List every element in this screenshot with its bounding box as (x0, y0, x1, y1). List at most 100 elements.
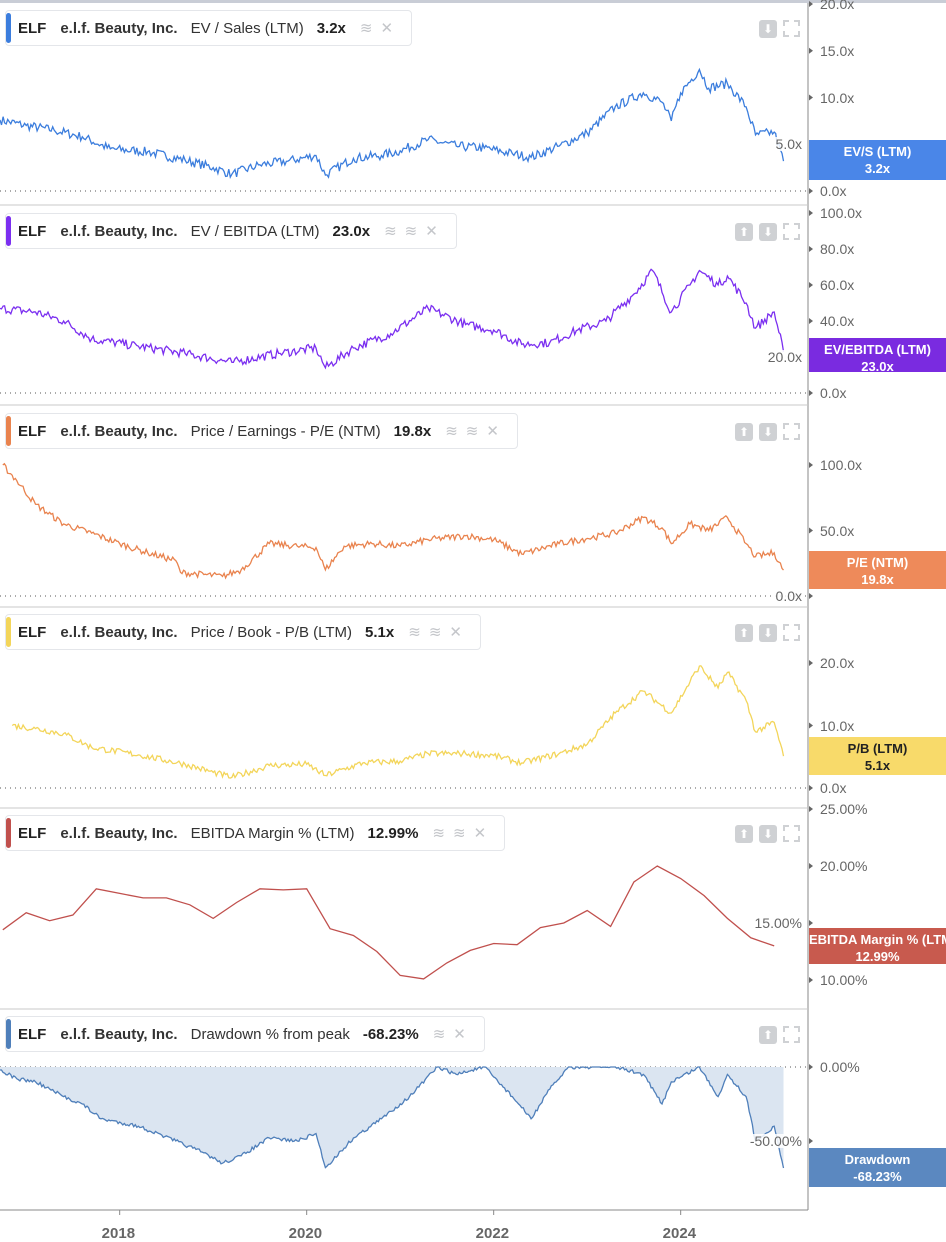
fullscreen-icon[interactable] (783, 1026, 800, 1043)
y-tick-mark (809, 318, 813, 324)
legend-color-bar (6, 617, 11, 647)
x-tick-label: 2024 (662, 1225, 697, 1242)
y-tick-mark (809, 282, 813, 288)
panel-tools: ⬆ ⬇ (735, 624, 800, 642)
move-up-icon[interactable]: ⬆ (759, 1026, 777, 1044)
legend-ticker: ELF (18, 623, 47, 641)
series-line-1 (0, 268, 785, 370)
layers-icon[interactable]: ≋ (445, 423, 458, 440)
series-legend: ELF e.l.f. Beauty, Inc. Price / Earnings -… (5, 413, 518, 449)
legend-company: e.l.f. Beauty, Inc. (60, 222, 178, 240)
current-value-badge: EV/EBITDA (LTM) 23.0x (809, 338, 946, 372)
y-tick-label: 0.0x (820, 183, 847, 199)
fullscreen-icon[interactable] (783, 20, 800, 37)
close-icon[interactable]: ✕ (453, 1026, 466, 1043)
fullscreen-icon[interactable] (783, 223, 800, 240)
legend-ticker: ELF (18, 19, 47, 37)
y-tick-mark (809, 462, 813, 468)
badge-label: P/B (LTM) (847, 741, 908, 756)
y-tick-label: 0.0x (820, 385, 847, 401)
close-icon[interactable]: ✕ (425, 223, 438, 240)
y-tick-mark (809, 94, 813, 101)
layers-down-icon[interactable]: ≋ (428, 624, 442, 641)
layers-icon[interactable]: ≋ (432, 1026, 446, 1043)
y-tick-mark (809, 1, 813, 7)
y-tick-label: 20.0x (820, 655, 855, 671)
top-border (0, 0, 946, 3)
legend-value: 5.1x (365, 623, 395, 641)
layers-down-icon[interactable]: ≋ (452, 825, 466, 842)
legend-company: e.l.f. Beauty, Inc. (60, 824, 178, 842)
y-tick-label: 60.0x (820, 277, 855, 293)
series-line-2 (2, 462, 784, 580)
layers-down-icon[interactable]: ≋ (404, 223, 418, 240)
layers-icon[interactable]: ≋ (432, 825, 445, 842)
legend-company: e.l.f. Beauty, Inc. (60, 19, 178, 37)
badge-label: P/E (NTM) (846, 555, 909, 570)
move-up-icon[interactable]: ⬆ (735, 825, 753, 843)
fullscreen-icon[interactable] (783, 825, 800, 842)
x-tick-label: 2018 (101, 1225, 136, 1242)
legend-company: e.l.f. Beauty, Inc. (60, 422, 178, 440)
move-up-icon[interactable]: ⬆ (735, 624, 753, 642)
move-down-icon[interactable]: ⬇ (759, 423, 777, 441)
close-icon[interactable]: ✕ (449, 624, 462, 641)
y-tick-mark (809, 47, 813, 54)
current-value-badge: EV/S (LTM) 3.2x (809, 140, 946, 180)
y-tick-label: 100.0x (820, 205, 863, 221)
series-line-3 (11, 665, 785, 779)
y-tick-label: 40.0x (820, 313, 855, 329)
badge-label: EBITDA Margin % (LTM) (809, 932, 946, 947)
legend-metric: Drawdown % from peak (190, 1025, 350, 1043)
badge-value: 5.1x (864, 758, 891, 773)
layers-down-icon[interactable]: ≋ (465, 423, 479, 440)
y-tick-label: 0.0x (820, 780, 847, 796)
y-tick-label: 5.0x (773, 136, 804, 153)
y-tick-label: 20.0x (820, 0, 855, 12)
y-tick-label: 20.00% (820, 858, 868, 874)
legend-color-bar (6, 1019, 11, 1049)
y-tick-mark (809, 210, 813, 216)
legend-ticker: ELF (18, 824, 47, 842)
y-tick-label: -50.00% (747, 1133, 804, 1149)
move-up-icon[interactable]: ⬆ (735, 423, 753, 441)
fullscreen-icon[interactable] (783, 624, 800, 641)
layers-icon[interactable]: ≋ (384, 223, 397, 240)
panel-tools: ⬆ ⬇ (735, 223, 800, 241)
y-tick-label: 10.0x (820, 717, 855, 734)
panel-tools: ⬆ ⬇ (735, 423, 800, 441)
layers-icon[interactable]: ≋ (408, 624, 421, 641)
drawdown-area (0, 1067, 784, 1168)
y-tick-mark (809, 246, 813, 252)
legend-metric: EV / Sales (LTM) (190, 19, 304, 37)
y-tick-mark (809, 1138, 813, 1144)
panel-tools: ⬆ ⬇ (735, 825, 800, 843)
y-tick-mark (809, 977, 813, 983)
legend-color-bar (6, 416, 11, 446)
y-tick-label: 10.0x (820, 89, 855, 106)
legend-value: 23.0x (332, 222, 371, 240)
move-up-icon[interactable]: ⬆ (735, 223, 753, 241)
move-down-icon[interactable]: ⬇ (759, 825, 777, 843)
panel-tools: ⬆ (759, 1026, 800, 1044)
y-tick-mark (809, 1064, 813, 1070)
layers-icon[interactable]: ≋ (359, 20, 373, 37)
legend-value: 12.99% (367, 824, 419, 842)
close-icon[interactable]: ✕ (473, 825, 487, 842)
y-tick-label: 15.0x (820, 42, 855, 59)
move-down-icon[interactable]: ⬇ (759, 223, 777, 241)
close-icon[interactable]: ✕ (380, 20, 394, 37)
move-down-icon[interactable]: ⬇ (759, 624, 777, 642)
y-tick-mark (809, 593, 813, 599)
legend-value: -68.23% (362, 1025, 419, 1043)
series-line-5 (0, 1066, 785, 1169)
series-line-4 (2, 865, 775, 980)
close-icon[interactable]: ✕ (486, 423, 499, 440)
current-value-badge: Drawdown -68.23% (809, 1148, 946, 1187)
badge-label: EV/S (LTM) (843, 144, 912, 159)
fullscreen-icon[interactable] (783, 423, 800, 440)
y-tick-mark (809, 722, 813, 729)
y-tick-label: 20.0x (765, 349, 804, 365)
current-value-badge: EBITDA Margin % (LTM) 12.99% (809, 928, 946, 964)
move-down-icon[interactable]: ⬇ (759, 20, 777, 38)
